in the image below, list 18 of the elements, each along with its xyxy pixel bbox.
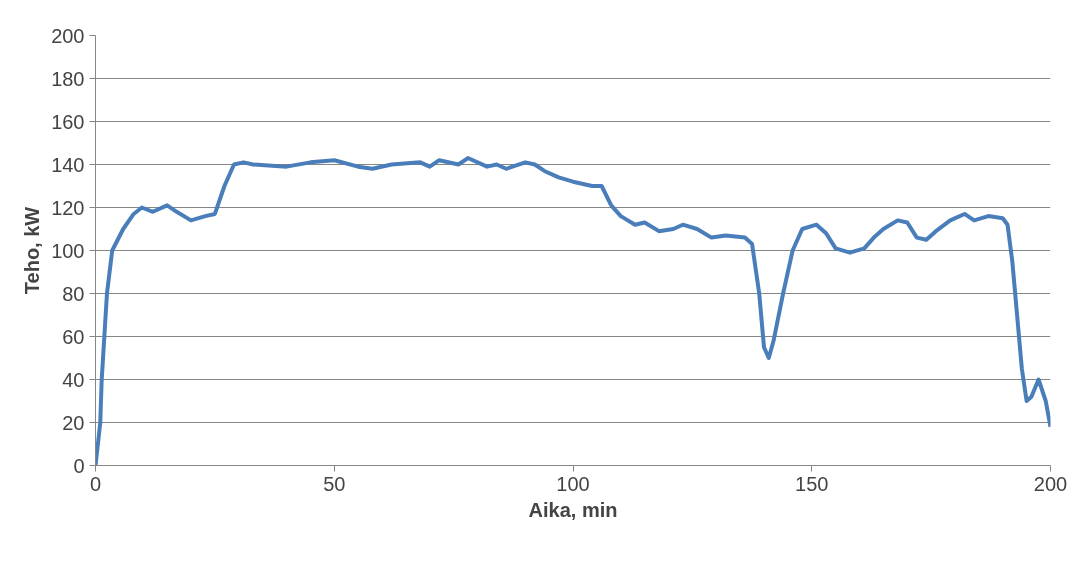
y-tick-label: 200	[51, 24, 85, 47]
y-tick-label: 40	[62, 368, 85, 391]
x-tick-label: 0	[89, 472, 102, 495]
x-tick-label: 50	[323, 472, 346, 495]
x-tick-label: 150	[795, 472, 829, 495]
x-tick-label: 200	[1033, 472, 1068, 495]
x-tick-label: 100	[556, 472, 590, 495]
y-axis-title: Teho, kW	[21, 206, 44, 295]
y-tick-label: 180	[51, 67, 85, 90]
y-tick-label: 140	[51, 153, 85, 176]
y-tick-label: 100	[51, 239, 85, 262]
y-tick-label: 60	[62, 325, 85, 348]
x-axis-title: Aika, min	[528, 498, 618, 521]
y-tick-label: 120	[51, 196, 85, 219]
y-tick-label: 160	[51, 110, 85, 133]
y-tick-label: 80	[62, 282, 85, 305]
y-tick-label: 0	[73, 454, 85, 477]
y-tick-label: 20	[62, 411, 85, 434]
